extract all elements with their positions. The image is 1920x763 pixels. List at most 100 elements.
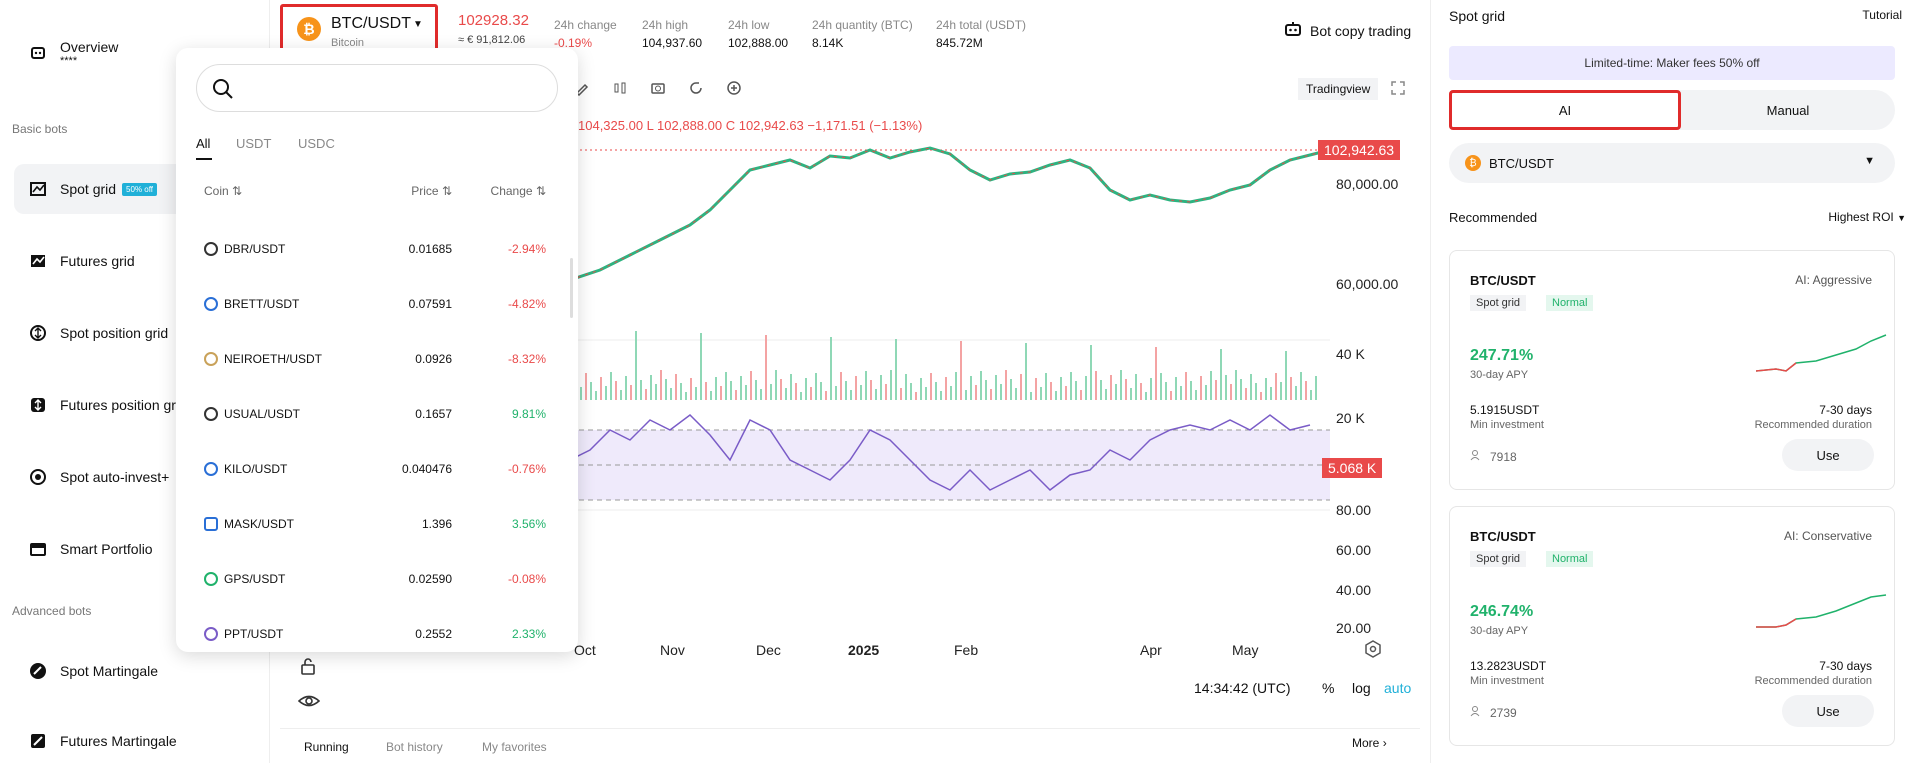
- volume-bar: [930, 373, 932, 400]
- list-item[interactable]: USUAL/USDT 0.1657 9.81%: [176, 389, 578, 443]
- eye-icon[interactable]: [297, 692, 321, 715]
- sidebar-item-smart-portfolio[interactable]: Smart Portfolio: [14, 524, 254, 574]
- volume-bar: [935, 382, 937, 400]
- coin-icon: [204, 242, 218, 256]
- volume-bar: [845, 381, 847, 400]
- tutorial-link[interactable]: Tutorial: [1862, 8, 1902, 22]
- sidebar-item-spot-auto-invest[interactable]: Spot auto-invest+: [14, 452, 254, 502]
- auto-toggle[interactable]: auto: [1384, 680, 1412, 696]
- volume-bar: [955, 372, 957, 400]
- pair-select[interactable]: ₿ BTC/USDT ▼: [1449, 143, 1895, 183]
- volume-bar: [1080, 390, 1082, 400]
- refresh-icon[interactable]: [688, 80, 704, 101]
- volume-bar: [1075, 381, 1077, 400]
- coin-icon: [204, 517, 218, 531]
- list-item[interactable]: PPT/USDT 0.2552 2.33%: [176, 609, 578, 663]
- ai-toggle-button[interactable]: AI: [1449, 90, 1681, 130]
- volume-bar: [1020, 374, 1022, 400]
- volume-bar: [1305, 381, 1307, 400]
- volume-bar: [910, 383, 912, 400]
- sidebar-item-overview[interactable]: Overview ****: [14, 28, 254, 78]
- advanced-bots-heading: Advanced bots: [12, 604, 92, 618]
- sidebar-item-spot-position-grid[interactable]: Spot position grid: [14, 308, 254, 358]
- pair-selector[interactable]: ₿ BTC/USDT ▼ Bitcoin: [280, 4, 438, 60]
- sidebar-item-futures-martingale[interactable]: Futures Martingale: [14, 716, 254, 763]
- chart-toolbar: [574, 80, 742, 101]
- use-button[interactable]: Use: [1782, 439, 1874, 471]
- tab-all[interactable]: All: [196, 136, 211, 151]
- scrollbar[interactable]: [570, 258, 573, 318]
- volume-bar: [1035, 378, 1037, 400]
- tab-usdc[interactable]: USDC: [298, 136, 335, 151]
- price-chart[interactable]: [570, 130, 1330, 630]
- stat-24h-total: 24h total (USDT) 845.72M: [936, 18, 1027, 50]
- tab-my-favorites[interactable]: My favorites: [482, 740, 547, 754]
- volume-bar: [665, 379, 667, 400]
- sidebar-item-label: Spot grid: [60, 181, 117, 197]
- strategy-card[interactable]: BTC/USDT AI: Conservative Spot grid Norm…: [1449, 506, 1895, 746]
- tab-usdt[interactable]: USDT: [236, 136, 272, 151]
- more-link[interactable]: More ›: [1352, 736, 1387, 750]
- col-change[interactable]: Change ⇅: [490, 184, 546, 198]
- sidebar-item-futures-grid[interactable]: Futures grid: [14, 236, 254, 286]
- volume-bar: [945, 377, 947, 400]
- volume-bar: [620, 390, 622, 400]
- volume-bar: [1235, 370, 1237, 400]
- volume-bar: [755, 380, 757, 400]
- volume-bar: [670, 388, 672, 400]
- use-button[interactable]: Use: [1782, 695, 1874, 727]
- strategy-card[interactable]: BTC/USDT AI: Aggressive Spot grid Normal…: [1449, 250, 1895, 490]
- tradingview-toggle[interactable]: Tradingview: [1298, 78, 1379, 100]
- volume-bar: [1115, 384, 1117, 400]
- volume-bar: [1060, 377, 1062, 400]
- search-box[interactable]: [196, 64, 558, 112]
- volume-bar: [1150, 378, 1152, 400]
- add-indicator-icon[interactable]: [726, 80, 742, 101]
- auto-invest-icon: [28, 467, 48, 487]
- tab-running[interactable]: Running: [304, 740, 349, 754]
- list-item[interactable]: NEIROETH/USDT 0.0926 -8.32%: [176, 334, 578, 388]
- users-icon: [1470, 449, 1484, 464]
- volume-bar: [745, 385, 747, 400]
- tab-underline: [196, 158, 212, 160]
- list-item[interactable]: KILO/USDT 0.040476 -0.76%: [176, 444, 578, 498]
- camera-icon[interactable]: [650, 80, 666, 101]
- search-input[interactable]: [245, 77, 545, 101]
- tab-bot-history[interactable]: Bot history: [386, 740, 443, 754]
- volume-bar: [605, 386, 607, 400]
- volume-bar: [850, 390, 852, 400]
- lock-icon[interactable]: [298, 656, 318, 681]
- volume-bar: [795, 383, 797, 400]
- volume-bar: [840, 372, 842, 400]
- chart-settings-icon[interactable]: [1364, 640, 1382, 663]
- panel-title: Spot grid: [1449, 8, 1506, 24]
- list-item[interactable]: MASK/USDT 1.396 3.56%: [176, 499, 578, 553]
- manual-toggle-button[interactable]: Manual: [1766, 102, 1810, 118]
- volume-bar: [690, 378, 692, 400]
- draw-icon[interactable]: [574, 80, 590, 101]
- volume-bar: [590, 382, 592, 400]
- volume-bar: [705, 382, 707, 400]
- sidebar-item-spot-martingale[interactable]: Spot Martingale: [14, 646, 254, 696]
- sort-dropdown[interactable]: Highest ROI ▼: [1828, 210, 1906, 224]
- stat-24h-change: 24h change -0.19%: [554, 18, 617, 50]
- percent-toggle[interactable]: %: [1322, 680, 1335, 696]
- volume-bar: [1110, 375, 1112, 400]
- volume-bar: [785, 388, 787, 400]
- list-item[interactable]: GPS/USDT 0.02590 -0.08%: [176, 554, 578, 608]
- log-toggle[interactable]: log: [1352, 680, 1371, 696]
- fullscreen-icon[interactable]: [1390, 80, 1406, 101]
- last-price: 102928.32: [458, 12, 529, 29]
- volume-bar: [1105, 389, 1107, 400]
- list-item[interactable]: DBR/USDT 0.01685 -2.94%: [176, 224, 578, 278]
- rsi-tick: 60.00: [1336, 542, 1372, 558]
- volume-bar: [1290, 377, 1292, 400]
- col-coin[interactable]: Coin ⇅: [204, 184, 243, 198]
- volume-bar: [1270, 387, 1272, 400]
- volume-bar: [650, 375, 652, 400]
- bot-copy-trading-button[interactable]: Bot copy trading: [1284, 20, 1411, 41]
- candles-icon[interactable]: [612, 80, 628, 101]
- list-item[interactable]: BRETT/USDT 0.07591 -4.82%: [176, 279, 578, 333]
- col-price[interactable]: Price ⇅: [411, 184, 452, 198]
- sidebar-item-futures-position-grid[interactable]: Futures position grid: [14, 380, 254, 430]
